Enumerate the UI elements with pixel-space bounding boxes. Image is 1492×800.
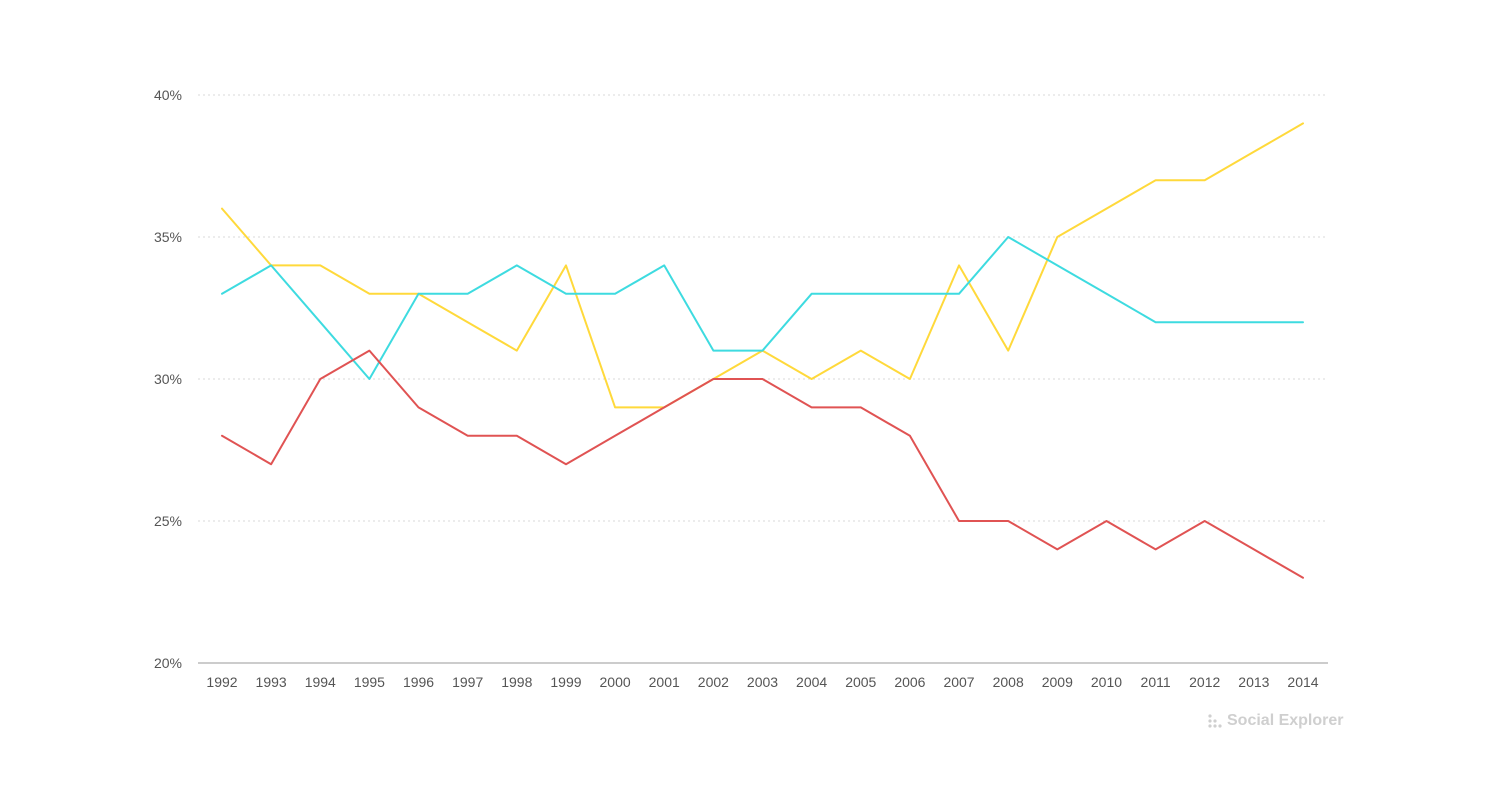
- dots-grid-icon: [1208, 714, 1222, 728]
- social-explorer-watermark: Social Explorer: [1208, 712, 1344, 730]
- x-tick-label: 1993: [256, 674, 287, 690]
- x-tick-label: 2011: [1141, 674, 1171, 690]
- series-line-3: [221, 349, 1304, 579]
- x-tick-label: 2007: [943, 674, 974, 690]
- x-tick-label: 1995: [354, 674, 385, 690]
- series-layer: [221, 122, 1304, 579]
- x-tick-label: 2014: [1287, 674, 1318, 690]
- x-tick-label: 2013: [1238, 674, 1269, 690]
- x-tick-label: 2003: [747, 674, 778, 690]
- x-tick-label: 1997: [452, 674, 483, 690]
- x-tick-label: 2005: [845, 674, 876, 690]
- x-tick-label: 1994: [305, 674, 336, 690]
- watermark-text: Social Explorer: [1227, 712, 1344, 729]
- axis-layer: 20% 25% 30% 35% 40% 1992 1993 1994 1995 1996 1997 1…: [154, 87, 1328, 690]
- series-line-2: [221, 236, 1304, 380]
- series-line-1: [221, 122, 1304, 409]
- x-tick-label: 2010: [1091, 674, 1122, 690]
- x-tick-label: 1999: [550, 674, 581, 690]
- y-tick-label: 40%: [154, 87, 182, 103]
- x-tick-label: 2008: [993, 674, 1024, 690]
- x-tick-label: 2002: [698, 674, 729, 690]
- grid-layer: [198, 94, 1328, 522]
- x-tick-label: 1992: [206, 674, 237, 690]
- x-tick-label: 2000: [600, 674, 631, 690]
- x-tick-label: 1996: [403, 674, 434, 690]
- x-tick-label: 2004: [796, 674, 827, 690]
- x-tick-label: 2006: [894, 674, 925, 690]
- x-tick-label: 2009: [1042, 674, 1073, 690]
- y-tick-label: 35%: [154, 229, 182, 245]
- x-tick-label: 1998: [501, 674, 532, 690]
- y-tick-label: 30%: [154, 371, 182, 387]
- y-tick-label: 20%: [154, 655, 182, 671]
- x-tick-label: 2001: [649, 674, 680, 690]
- y-tick-label: 25%: [154, 513, 182, 529]
- x-tick-label: 2012: [1189, 674, 1220, 690]
